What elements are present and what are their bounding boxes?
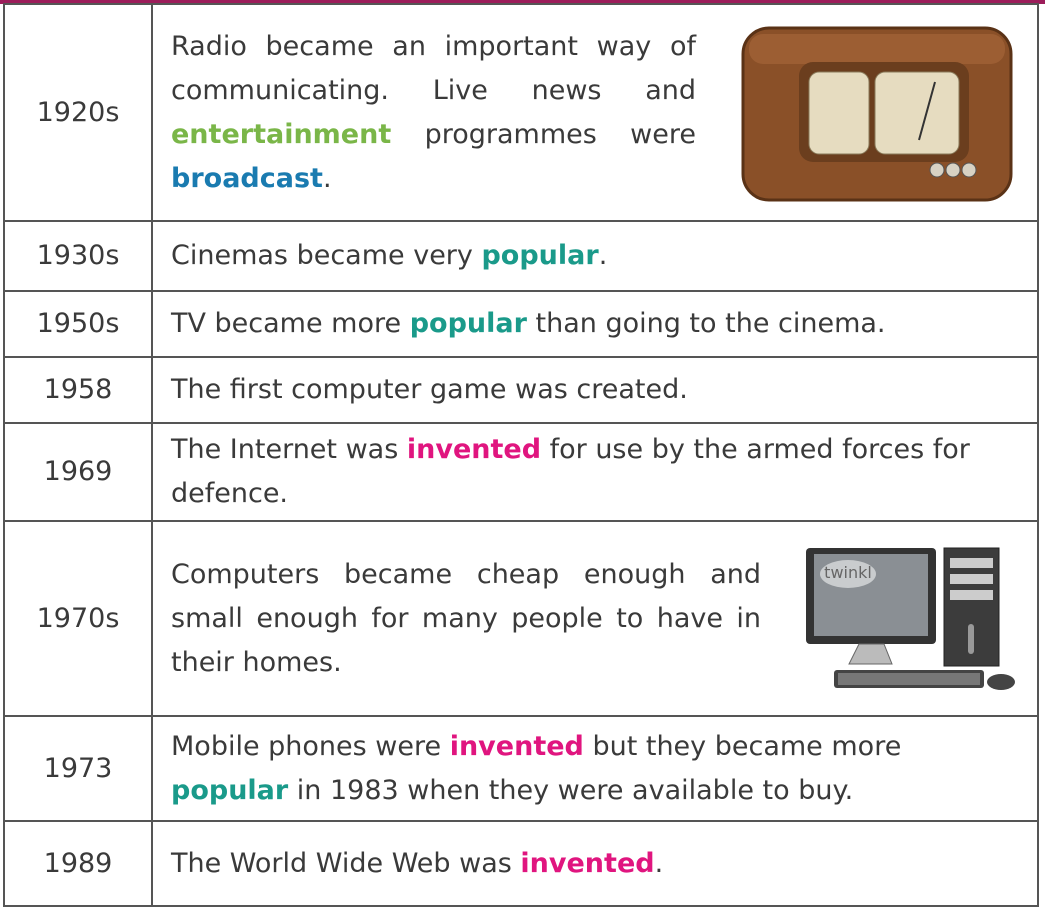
text-run: Computers became cheap enough and small … (171, 558, 761, 678)
description-cell: The Internet was invented for use by the… (151, 422, 1039, 522)
description-cell: The first computer game was created. (151, 356, 1039, 424)
text-run: The Internet was (171, 434, 407, 465)
text-run: Radio became an important way of communi… (171, 30, 696, 106)
description-text: The World Wide Web was invented. (171, 842, 1019, 886)
text-run: Cinemas became very (171, 240, 482, 271)
text-run: The first computer game was created. (171, 374, 688, 405)
text-run: but they became more (583, 730, 902, 762)
keyword: invented (520, 847, 655, 879)
text-run: than going to the cinema. (526, 308, 886, 339)
text-run: . (654, 847, 664, 879)
year-cell: 1973 (3, 715, 153, 822)
keyword: entertainment (171, 118, 392, 150)
description-cell: Mobile phones were invented but they bec… (151, 715, 1039, 822)
text-run: . (322, 162, 332, 194)
description-text: Computers became cheap enough and small … (171, 553, 761, 685)
keyword: invented (449, 730, 584, 762)
description-text: The first computer game was created. (171, 368, 1019, 412)
description-cell: The World Wide Web was invented. (151, 820, 1039, 907)
text-run: for use by the armed forces for defence. (171, 434, 970, 509)
keyword: broadcast (171, 162, 323, 194)
cell-layout: Radio became an important way of communi… (171, 20, 1019, 205)
description-cell: TV became more popular than going to the… (151, 290, 1039, 358)
year-cell: 1958 (3, 356, 153, 424)
table-row: 1973 Mobile phones were invented but they… (3, 715, 1039, 822)
computer-image: twinkl (806, 547, 1015, 690)
monitor-logo: twinkl (824, 563, 872, 582)
table-row: 1969 The Internet was invented for use by… (3, 422, 1039, 522)
table-row: 1950s TV became more popular than going t… (3, 290, 1039, 358)
top-bar (0, 0, 1045, 4)
description-cell: Radio became an important way of communi… (151, 3, 1039, 222)
table-row: 1958 The first computer game was created. (3, 356, 1039, 424)
year-cell: 1930s (3, 220, 153, 292)
text-run: The World Wide Web was (171, 847, 521, 879)
text-run: . (598, 240, 608, 271)
description-text: The Internet was invented for use by the… (171, 428, 1019, 516)
description-cell: Cinemas became very popular. (151, 220, 1039, 292)
keyword: popular (171, 774, 289, 806)
keyword: invented (406, 434, 542, 465)
text-run: Mobile phones were (171, 730, 450, 762)
cell-layout: Computers became cheap enough and small … (171, 544, 1019, 694)
description-text: Cinemas became very popular. (171, 234, 1019, 278)
timeline-table: 1920s Radio became an important way of co… (3, 3, 1039, 907)
year-cell: 1970s (3, 520, 153, 717)
text-run: programmes were (391, 118, 696, 150)
text-run: TV became more (171, 308, 410, 339)
table-row: 1930s Cinemas became very popular. (3, 220, 1039, 292)
table-row: 1970s Computers became cheap enough and s… (3, 520, 1039, 717)
table-row: 1989 The World Wide Web was invented. (3, 820, 1039, 907)
radio-image (741, 26, 1013, 202)
text-run: in 1983 when they were available to buy. (288, 774, 854, 806)
year-cell: 1920s (3, 3, 153, 222)
keyword: popular (409, 308, 527, 339)
description-text: Radio became an important way of communi… (171, 25, 696, 201)
description-text: TV became more popular than going to the… (171, 302, 1019, 346)
table-row: 1920s Radio became an important way of co… (3, 3, 1039, 222)
keyword: popular (481, 240, 599, 271)
year-cell: 1950s (3, 290, 153, 358)
description-cell: Computers became cheap enough and small … (151, 520, 1039, 717)
year-cell: 1969 (3, 422, 153, 522)
year-cell: 1989 (3, 820, 153, 907)
description-text: Mobile phones were invented but they bec… (171, 725, 1019, 813)
